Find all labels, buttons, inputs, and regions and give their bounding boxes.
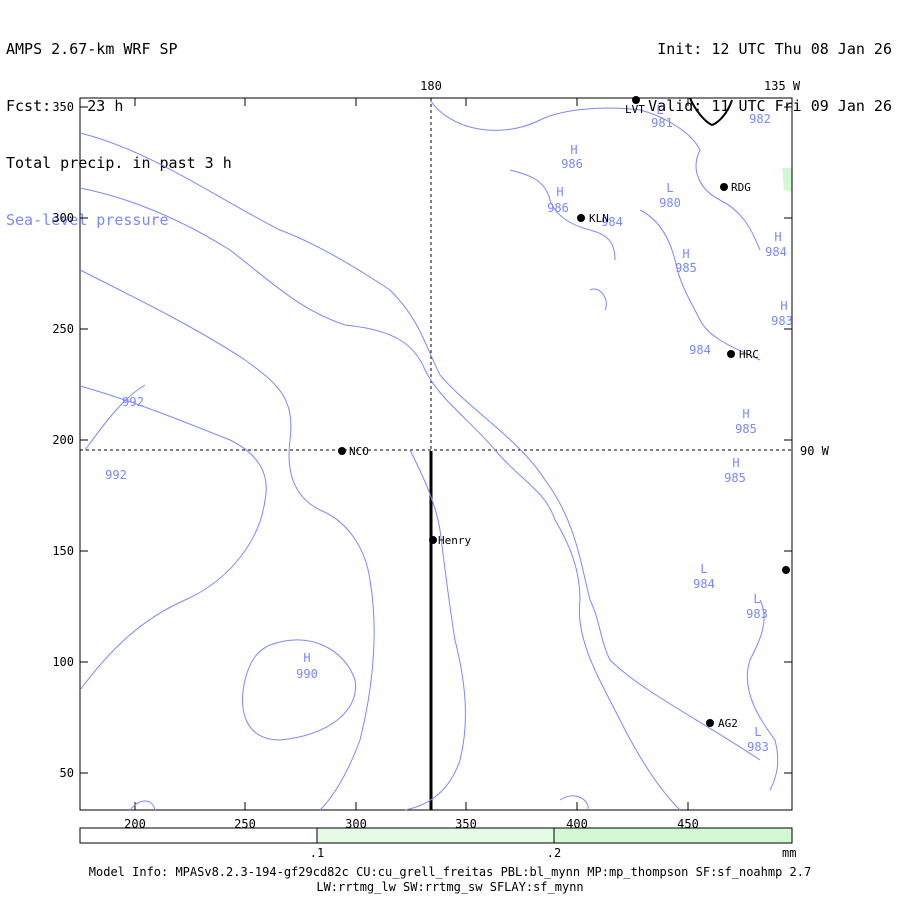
pressure-letter: L — [700, 562, 707, 576]
map-panel: 200 250 300 350 400 450 350 300 250 200 … — [52, 79, 830, 860]
pressure-value: 984 — [689, 343, 711, 357]
pressure-letter: H — [570, 143, 577, 157]
isobar-contours — [79, 99, 779, 811]
meridian-135w-label: 135 W — [764, 79, 801, 93]
station-marker-ag2 — [706, 719, 714, 727]
pressure-value: 985 — [675, 261, 697, 275]
pressure-value: 992 — [122, 395, 144, 409]
coastline — [689, 97, 733, 127]
station-label-hrc: HRC — [739, 348, 759, 361]
pressure-value: 984 — [601, 215, 623, 229]
init-time: Init: 12 UTC Thu 08 Jan 26 — [657, 40, 892, 58]
station-marker-rdg — [720, 183, 728, 191]
valid-time: Valid: 11 UTC Fri 09 Jan 26 — [648, 97, 892, 115]
map-frame — [79, 97, 793, 811]
pressure-letter: L — [754, 725, 761, 739]
y-tick-label: 50 — [60, 766, 74, 780]
pressure-value: 992 — [105, 468, 127, 482]
pressure-value: 986 — [561, 157, 583, 171]
pressure-letter: H — [780, 299, 787, 313]
colorbar-bin — [79, 827, 318, 844]
pressure-value: 982 — [749, 112, 771, 126]
isobar — [559, 795, 589, 811]
colorbar: .1 .2 mm — [79, 827, 796, 860]
isobar — [79, 385, 267, 691]
precip-patch — [782, 168, 792, 192]
pressure-letter: H — [742, 407, 749, 421]
y-tick-label: 350 — [52, 100, 74, 114]
header-left: AMPS 2.67-km WRF SP Fcst: 23 h Total pre… — [6, 2, 232, 249]
isobar — [129, 800, 156, 811]
pressure-letter: H — [556, 185, 563, 199]
pressure-letter: L — [656, 103, 663, 117]
station-label-ag2: AG2 — [718, 717, 738, 730]
colorbar-bin — [553, 827, 793, 844]
stations: LVT RDG KLN HRC NCO Henry AG2 — [338, 96, 790, 730]
meridian-180-label: 180 — [420, 79, 442, 93]
pressure-letter: H — [682, 247, 689, 261]
isobar — [639, 209, 761, 361]
y-tick-label: 300 — [52, 211, 74, 225]
pressure-value: 986 — [547, 201, 569, 215]
station-marker-hrc — [727, 350, 735, 358]
y-tick-label: 100 — [52, 655, 74, 669]
y-tick-label: 150 — [52, 544, 74, 558]
isobar — [79, 187, 681, 811]
station-marker-nco — [338, 447, 346, 455]
forecast-hour: Fcst: 23 h — [6, 97, 124, 115]
header-right: Init: 12 UTC Thu 08 Jan 26 Valid: 11 UTC… — [648, 2, 892, 135]
pressure-value: 981 — [651, 116, 673, 130]
pressure-value: 990 — [296, 667, 318, 681]
colorbar-bin — [316, 827, 555, 844]
pressure-value: 984 — [765, 245, 787, 259]
pressure-value: 980 — [659, 196, 681, 210]
colorbar-label: .2 — [547, 846, 561, 860]
model-info-line-2: LW:rrtmg_lw SW:rrtmg_sw SFLAY:sf_mynn — [316, 880, 584, 894]
y-tick-label: 200 — [52, 433, 74, 447]
station-label-lvt: LVT — [625, 103, 645, 116]
pressure-labels: L 981 982 H 986 H 986 984 L 980 H 985 H … — [105, 103, 793, 754]
station-label-henry: Henry — [438, 534, 471, 547]
station-label-nco: NCO — [349, 445, 369, 458]
station-marker-henry — [429, 536, 437, 544]
pressure-value: 984 — [693, 577, 715, 591]
station-label-rdg: RDG — [731, 181, 751, 194]
pressure-letter: H — [774, 230, 781, 244]
colorbar-unit: mm — [782, 846, 796, 860]
pressure-letter: H — [303, 651, 310, 665]
pressure-value: 985 — [735, 422, 757, 436]
station-marker-kln — [577, 214, 585, 222]
isobar — [242, 639, 357, 741]
isobar — [746, 599, 779, 791]
isobar — [429, 99, 761, 251]
isobar — [79, 132, 761, 761]
model-title: AMPS 2.67-km WRF SP — [6, 40, 178, 58]
parallel-90w-label: 90 W — [800, 444, 830, 458]
axis-ticks — [80, 98, 792, 810]
pressure-value: 983 — [747, 740, 769, 754]
isobar — [79, 269, 375, 811]
pressure-value: 983 — [771, 314, 793, 328]
pressure-letter: L — [666, 181, 673, 195]
pressure-letter: L — [753, 592, 760, 606]
pressure-letter: H — [732, 456, 739, 470]
station-label-kln: KLN — [589, 212, 609, 225]
isobar — [509, 169, 616, 261]
station-marker-lvt — [632, 96, 640, 104]
y-tick-labels: 350 300 250 200 150 100 50 — [52, 100, 74, 780]
station-marker-unnamed — [782, 566, 790, 574]
isobar — [84, 384, 146, 451]
y-tick-label: 250 — [52, 322, 74, 336]
overlay-name: Sea-level pressure — [6, 211, 169, 229]
pressure-value: 983 — [746, 607, 768, 621]
isobar — [589, 288, 607, 311]
model-info-line-1: Model Info: MPASv8.2.3-194-gf29cd82c CU:… — [88, 865, 812, 879]
isobar — [404, 449, 466, 811]
colorbar-label: .1 — [310, 846, 324, 860]
pressure-value: 985 — [724, 471, 746, 485]
field-name: Total precip. in past 3 h — [6, 154, 232, 172]
